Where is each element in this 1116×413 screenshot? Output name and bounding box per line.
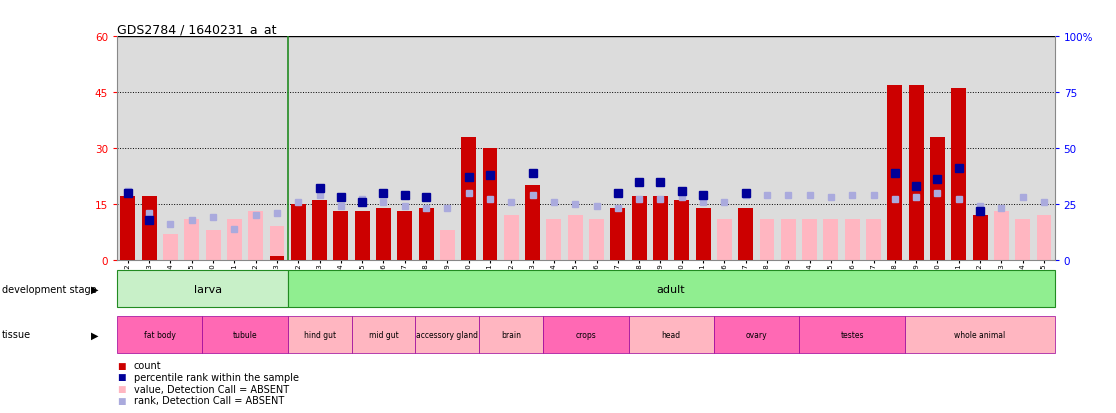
Bar (589, 219, 604, 260)
Text: adult: adult (657, 284, 685, 294)
Bar (291, 204, 306, 260)
Bar (930, 138, 945, 260)
Bar (845, 219, 859, 260)
Bar (418, 219, 433, 260)
Bar (908, 85, 924, 260)
Bar (526, 186, 540, 260)
Bar (312, 201, 327, 260)
Bar (480, 316, 543, 353)
Bar (202, 316, 288, 353)
Text: whole animal: whole animal (954, 330, 1006, 339)
Bar (653, 197, 667, 260)
Text: larva: larva (194, 284, 222, 294)
Text: mid gut: mid gut (368, 330, 398, 339)
Bar (543, 316, 628, 353)
Bar (674, 201, 690, 260)
Text: ▶: ▶ (90, 330, 98, 339)
Text: ■: ■ (117, 373, 126, 382)
Text: rank, Detection Call = ABSENT: rank, Detection Call = ABSENT (134, 395, 285, 405)
Bar (121, 197, 135, 260)
Bar (376, 219, 391, 260)
Bar (802, 219, 817, 260)
Bar (695, 219, 711, 260)
Bar (248, 212, 263, 260)
Text: count: count (134, 361, 162, 370)
Text: fat body: fat body (144, 330, 175, 339)
Bar (227, 219, 242, 260)
Bar (376, 208, 391, 260)
Text: testes: testes (840, 330, 864, 339)
Text: ■: ■ (117, 384, 126, 393)
Bar (799, 316, 905, 353)
Bar (760, 219, 775, 260)
Text: development stage: development stage (2, 284, 97, 294)
Bar (482, 149, 498, 260)
Bar (355, 216, 369, 260)
Bar (610, 219, 625, 260)
Text: ▶: ▶ (90, 284, 98, 294)
Bar (352, 316, 415, 353)
Bar (994, 212, 1009, 260)
Bar (781, 219, 796, 260)
Bar (905, 316, 1055, 353)
Bar (440, 230, 455, 260)
Bar (547, 219, 561, 260)
Bar (739, 208, 753, 260)
Bar (334, 212, 348, 260)
Bar (951, 89, 966, 260)
Bar (714, 316, 799, 353)
Bar (610, 208, 625, 260)
Text: ■: ■ (117, 361, 126, 370)
Text: tissue: tissue (2, 330, 31, 339)
Text: GDS2784 / 1640231_a_at: GDS2784 / 1640231_a_at (117, 23, 277, 36)
Bar (716, 219, 732, 260)
Bar (695, 208, 711, 260)
Bar (117, 316, 202, 353)
Text: ovary: ovary (745, 330, 767, 339)
Bar (163, 234, 177, 260)
Bar (270, 256, 285, 260)
Bar (117, 271, 288, 308)
Bar (288, 316, 352, 353)
Bar (184, 219, 199, 260)
Text: accessory gland: accessory gland (416, 330, 479, 339)
Bar (334, 219, 348, 260)
Bar (415, 316, 480, 353)
Bar (568, 216, 583, 260)
Bar (1016, 219, 1030, 260)
Bar (887, 85, 902, 260)
Bar (121, 197, 135, 260)
Text: hind gut: hind gut (304, 330, 336, 339)
Text: ■: ■ (117, 396, 126, 405)
Bar (972, 219, 988, 260)
Bar (1037, 216, 1051, 260)
Text: percentile rank within the sample: percentile rank within the sample (134, 372, 299, 382)
Bar (461, 138, 477, 260)
Bar (628, 316, 714, 353)
Bar (397, 212, 412, 260)
Bar (972, 216, 988, 260)
Bar (397, 216, 412, 260)
Bar (824, 219, 838, 260)
Bar (866, 219, 881, 260)
Text: value, Detection Call = ABSENT: value, Detection Call = ABSENT (134, 384, 289, 394)
Text: brain: brain (501, 330, 521, 339)
Bar (205, 230, 221, 260)
Bar (632, 197, 646, 260)
Bar (503, 216, 519, 260)
Bar (142, 197, 156, 260)
Text: crops: crops (576, 330, 596, 339)
Bar (355, 212, 369, 260)
Bar (270, 227, 285, 260)
Text: head: head (662, 330, 681, 339)
Bar (288, 271, 1055, 308)
Bar (418, 208, 433, 260)
Text: tubule: tubule (233, 330, 258, 339)
